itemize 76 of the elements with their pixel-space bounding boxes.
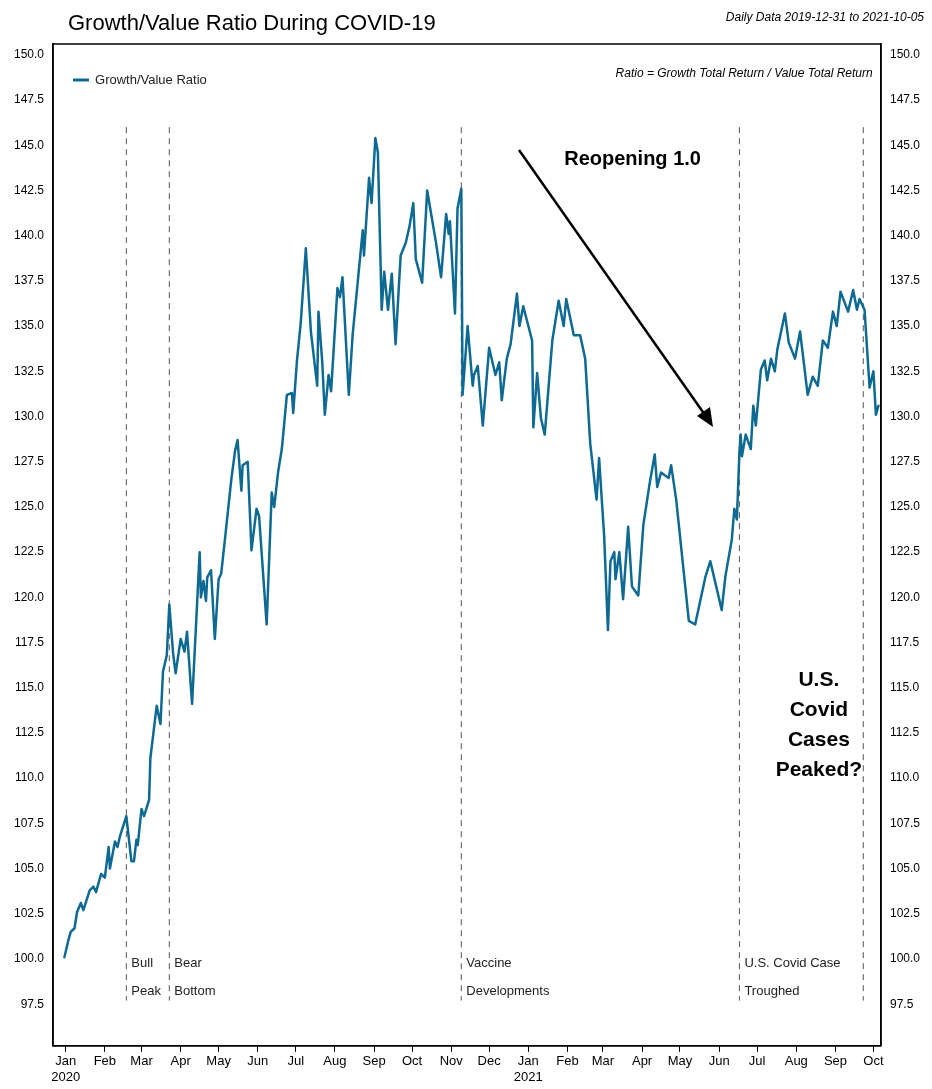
y2-tick-label: 130.0 xyxy=(889,408,921,423)
y2-tick-label: 122.5 xyxy=(889,544,921,559)
x-tick-label: Sep xyxy=(823,1053,848,1069)
y2-tick-label: 142.5 xyxy=(889,182,921,197)
y-tick-label: 102.5 xyxy=(14,906,45,921)
y-tick-label: 135.0 xyxy=(14,318,45,333)
x-tick-label: Jun xyxy=(708,1053,730,1069)
y2-tick-label: 120.0 xyxy=(889,589,921,604)
y-tick-label: 127.5 xyxy=(14,454,45,469)
y-tick-label: 145.0 xyxy=(14,137,45,152)
y-tick-label: 140.0 xyxy=(14,227,45,242)
y-tick-label: 105.0 xyxy=(14,860,45,875)
y-tick-label: 112.5 xyxy=(14,725,45,740)
y2-tick-label: 97.5 xyxy=(889,996,914,1011)
y-tick-label: 130.0 xyxy=(14,408,45,423)
y-tick-label: 147.5 xyxy=(14,92,45,107)
x-tick-label: Jan 2020 xyxy=(51,1053,81,1084)
ref-line-label: Vaccine Developments xyxy=(466,955,550,999)
y-tick-label: 97.5 xyxy=(20,996,45,1011)
y-tick-label: 137.5 xyxy=(14,273,45,288)
y2-tick-label: 100.0 xyxy=(889,951,921,966)
y2-tick-label: 107.5 xyxy=(889,815,921,830)
x-tick-label: Nov xyxy=(439,1053,464,1069)
x-tick-label: Aug xyxy=(323,1053,347,1069)
x-tick-label: Sep xyxy=(362,1053,386,1069)
x-tick-label: May xyxy=(667,1053,693,1069)
x-tick-label: Mar xyxy=(591,1053,615,1069)
x-tick-label: Jul xyxy=(287,1053,305,1069)
x-tick-label: May xyxy=(206,1053,232,1069)
legend-label: Growth/Value Ratio xyxy=(95,71,207,87)
annotation: Reopening 1.0 xyxy=(564,146,701,169)
y-tick-label: 110.0 xyxy=(14,770,45,785)
x-tick-label: Oct xyxy=(863,1053,884,1069)
x-tick-label: Aug xyxy=(784,1053,808,1069)
y2-tick-label: 140.0 xyxy=(889,227,921,242)
y2-tick-label: 132.5 xyxy=(889,363,921,378)
y-tick-label: 100.0 xyxy=(14,951,45,966)
x-tick-label: Oct xyxy=(401,1053,423,1069)
chart-subtitle: Daily Data 2019-12-31 to 2021-10-05 xyxy=(725,10,924,24)
x-tick-label: Jun xyxy=(247,1053,269,1069)
y-tick-label: 120.0 xyxy=(14,589,45,604)
y-tick-label: 150.0 xyxy=(14,47,45,62)
y2-tick-label: 117.5 xyxy=(889,634,920,649)
y2-tick-label: 115.0 xyxy=(889,680,920,695)
y-tick-label: 142.5 xyxy=(14,182,45,197)
y2-tick-label: 112.5 xyxy=(889,725,920,740)
y-tick-label: 115.0 xyxy=(14,680,45,695)
y-tick-label: 107.5 xyxy=(14,815,45,830)
annotation: Ratio = Growth Total Return / Value Total Return xyxy=(615,66,874,81)
y2-tick-label: 145.0 xyxy=(889,137,921,152)
x-tick-label: Jul xyxy=(748,1053,766,1069)
y2-tick-label: 105.0 xyxy=(889,860,921,875)
y2-tick-label: 135.0 xyxy=(889,318,921,333)
y2-tick-label: 102.5 xyxy=(889,906,921,921)
y-tick-label: 117.5 xyxy=(14,634,45,649)
ref-line-label: Bear Bottom xyxy=(174,955,216,999)
y-tick-label: 125.0 xyxy=(14,499,45,514)
x-tick-label: Feb xyxy=(93,1053,117,1069)
ref-line-label: Bull Peak xyxy=(131,955,162,999)
x-tick-label: Dec xyxy=(477,1053,502,1069)
y2-tick-label: 150.0 xyxy=(889,47,921,62)
annotation: U.S. Covid Cases Peaked? xyxy=(775,666,863,780)
x-tick-label: Jan 2021 xyxy=(513,1053,543,1084)
y-tick-label: 132.5 xyxy=(14,363,45,378)
y2-tick-label: 110.0 xyxy=(889,770,920,785)
y-tick-label: 122.5 xyxy=(14,544,45,559)
y2-tick-label: 137.5 xyxy=(889,273,921,288)
ref-line-label: U.S. Covid Case Troughed xyxy=(744,955,841,999)
x-tick-label: Mar xyxy=(130,1053,154,1069)
x-tick-label: Feb xyxy=(556,1053,579,1069)
y2-tick-label: 147.5 xyxy=(889,92,921,107)
chart-title: Growth/Value Ratio During COVID-19 xyxy=(68,10,436,36)
y2-tick-label: 127.5 xyxy=(889,454,921,469)
x-tick-label: Apr xyxy=(631,1053,653,1069)
x-tick-label: Apr xyxy=(170,1053,192,1069)
y2-tick-label: 125.0 xyxy=(889,499,921,514)
